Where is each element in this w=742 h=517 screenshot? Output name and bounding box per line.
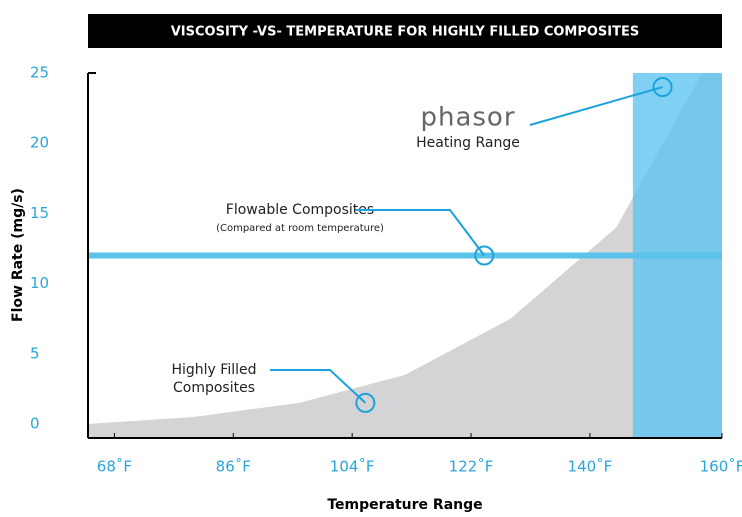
annotation-marker [474,245,495,266]
leader-line [355,209,486,257]
x-tick-label: 160˚F [700,458,742,476]
x-axis-label: Temperature Range [327,497,482,513]
x-tick-label: 68˚F [97,458,132,476]
annotation-text: Heating Range [416,135,520,151]
phasor-logo: phasor [420,103,515,133]
y-tick-label: 25 [30,64,49,82]
leader-line [270,369,367,404]
leader-line [529,86,663,126]
annotation-marker [355,392,376,413]
y-tick-label: 10 [30,274,49,292]
annotation-text: Highly Filled [171,362,256,378]
annotation-text: Flowable Composites [226,202,374,218]
y-tick-label: 0 [30,414,40,432]
annotation-marker [652,77,673,98]
x-tick-label: 122˚F [449,458,494,476]
x-tick-label: 140˚F [568,458,613,476]
y-axis-label: Flow Rate (mg/s) [10,188,26,322]
annotation-subtext: Composites [173,380,255,396]
title-bar [88,14,722,48]
x-tick-label: 104˚F [330,458,375,476]
chart-title: VISCOSITY -VS- TEMPERATURE FOR HIGHLY FI… [171,25,639,40]
y-tick-label: 20 [30,134,49,152]
area [88,73,722,438]
x-tick-label: 86˚F [216,458,251,476]
y-tick-label: 5 [30,344,40,362]
y-tick-label: 15 [30,204,49,222]
annotation-subtext: (Compared at room temperature) [216,223,384,234]
